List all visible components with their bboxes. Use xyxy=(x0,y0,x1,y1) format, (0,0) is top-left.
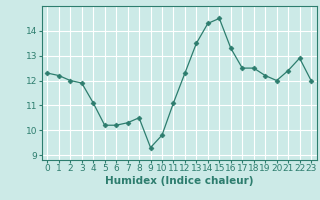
X-axis label: Humidex (Indice chaleur): Humidex (Indice chaleur) xyxy=(105,176,253,186)
